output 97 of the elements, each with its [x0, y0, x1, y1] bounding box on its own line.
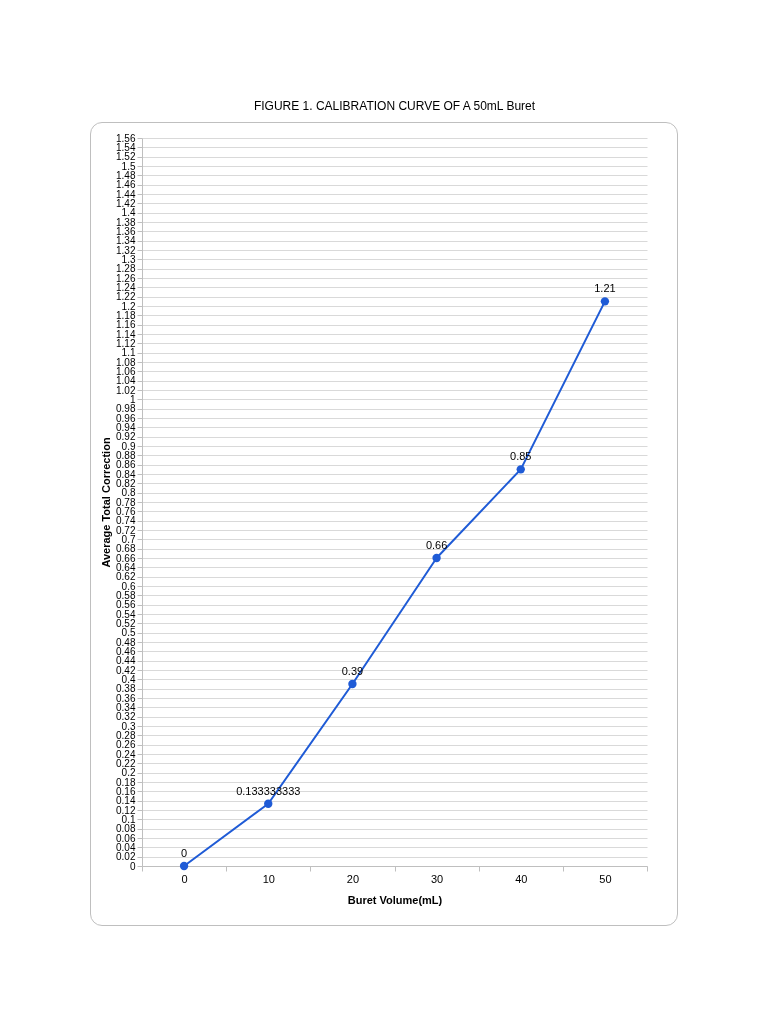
y-tick-label: 0.12 — [116, 804, 136, 816]
y-tick-label: 1.3 — [121, 253, 136, 265]
y-tick-label: 0.1 — [121, 813, 136, 825]
y-tick-label: 1.42 — [116, 197, 136, 209]
y-tick-label: 0.62 — [116, 571, 136, 583]
y-tick-label: 1.24 — [116, 281, 136, 293]
y-tick-label: 0.74 — [116, 515, 136, 527]
y-tick-label: 0.6 — [121, 580, 136, 592]
y-tick-label: 0.46 — [116, 645, 136, 657]
y-tick-label: 0.04 — [116, 841, 136, 853]
y-tick-label: 0.2 — [121, 767, 136, 779]
y-tick-label: 0.88 — [116, 449, 136, 461]
y-tick-label: 1.32 — [116, 244, 136, 256]
y-tick-label: 1.34 — [116, 235, 136, 247]
y-tick-label: 0.64 — [116, 561, 136, 573]
y-tick-label: 0.34 — [116, 701, 136, 713]
x-tick-label: 50 — [599, 872, 612, 885]
y-tick-label: 1.06 — [116, 365, 136, 377]
y-tick-label: 0.16 — [116, 785, 136, 797]
point — [264, 799, 273, 808]
point — [432, 553, 441, 563]
y-tick-label: 1.26 — [116, 272, 136, 284]
y-tick-label: 0.44 — [116, 655, 136, 667]
y-tick-label: 0.36 — [116, 692, 136, 704]
y-tick-label: 0.54 — [116, 608, 136, 620]
y-tick-label: 0.14 — [116, 795, 136, 807]
y-tick-label: 1.56 — [116, 132, 136, 144]
y-tick-label: 0.72 — [116, 524, 136, 536]
y-tick-label: 1.22 — [116, 291, 136, 303]
y-tick-label: 0.7 — [121, 533, 136, 545]
y-tick-label: 0.42 — [116, 664, 136, 676]
y-tick-label: 0.26 — [116, 739, 136, 751]
y-tick-label: 1.08 — [116, 356, 136, 368]
data-label: 0 — [181, 847, 188, 859]
y-tick-label: 1.5 — [121, 160, 136, 172]
point — [600, 297, 610, 306]
x-tick-label: 30 — [430, 872, 444, 885]
y-tick-label: 1.54 — [116, 141, 136, 153]
y-tick-label: 0.56 — [116, 599, 136, 611]
y-tick-label: 0.48 — [116, 636, 136, 648]
y-tick-label: 0.92 — [116, 431, 136, 443]
y-tick-label: 1.4 — [121, 207, 136, 219]
y-tick-label: 0.78 — [116, 496, 136, 508]
y-tick-label: 0.4 — [121, 673, 136, 685]
x-tick-label: 20 — [346, 872, 360, 885]
y-tick-label: 0.28 — [116, 729, 136, 741]
y-tick-label: 0.52 — [116, 617, 136, 629]
y-tick-label: 1.14 — [116, 328, 136, 340]
x-tick-label: 40 — [515, 872, 528, 885]
y-tick-label: 0.32 — [116, 711, 136, 723]
y-tick-label: 1.44 — [116, 188, 136, 200]
point — [179, 861, 189, 871]
y-tick-label: 0.06 — [116, 832, 136, 844]
y-tick-label: 0.66 — [116, 552, 136, 564]
y-tick-label: 1.18 — [116, 309, 136, 321]
y-tick-label: 0.22 — [116, 757, 136, 769]
y-tick-label: 1.38 — [116, 216, 136, 228]
x-tick-label: 0 — [181, 872, 188, 885]
y-tick-label: 0.82 — [116, 477, 136, 489]
x-axis-title: Buret Volume(mL) — [347, 893, 443, 906]
y-tick-label: 0 — [129, 860, 136, 872]
y-tick-label: 1.2 — [121, 300, 136, 312]
y-tick-label: 1.02 — [116, 384, 136, 396]
y-tick-label: 0.8 — [121, 487, 136, 499]
y-tick-label: 0.76 — [116, 505, 136, 517]
y-tick-label: 0.38 — [116, 683, 136, 695]
y-tick-label: 0.86 — [116, 459, 136, 471]
y-axis-title: Average Total Correction — [100, 437, 113, 568]
data-label: 0.66 — [425, 539, 448, 551]
data-label: 1.21 — [594, 282, 616, 295]
y-tick-label: 1.1 — [121, 347, 136, 359]
y-tick-label: 1.48 — [116, 169, 136, 181]
y-tick-label: 1.16 — [116, 319, 136, 331]
y-tick-label: 1.36 — [116, 225, 136, 237]
y-tick-label: 0.5 — [121, 627, 136, 639]
x-tick-label: 10 — [262, 872, 275, 885]
y-tick-label: 0.84 — [116, 468, 136, 480]
point — [516, 465, 525, 474]
y-tick-label: 0.96 — [116, 412, 136, 424]
y-tick-label: 1.52 — [116, 151, 136, 163]
y-tick-label: 0.98 — [116, 403, 136, 415]
y-tick-label: 0.94 — [116, 421, 136, 433]
y-tick-label: 1.04 — [116, 375, 136, 387]
y-tick-label: 0.58 — [116, 589, 136, 601]
y-tick-label: 0.08 — [116, 823, 136, 835]
y-tick-label: 0.18 — [116, 776, 136, 788]
y-tick-label: 1.28 — [116, 263, 136, 275]
y-tick-label: 1 — [129, 393, 136, 405]
y-tick-label: 0.68 — [116, 543, 136, 555]
y-tick-label: 1.46 — [116, 179, 136, 191]
point — [348, 679, 357, 689]
y-tick-label: 1.12 — [116, 337, 136, 349]
chart-title: FIGURE 1. CALIBRATION CURVE OF A 50mL Buret — [253, 99, 536, 113]
y-tick-label: 0.02 — [116, 851, 136, 863]
y-tick-label: 0.3 — [121, 720, 136, 732]
y-tick-label: 0.9 — [121, 440, 136, 452]
y-tick-label: 0.24 — [116, 748, 136, 760]
